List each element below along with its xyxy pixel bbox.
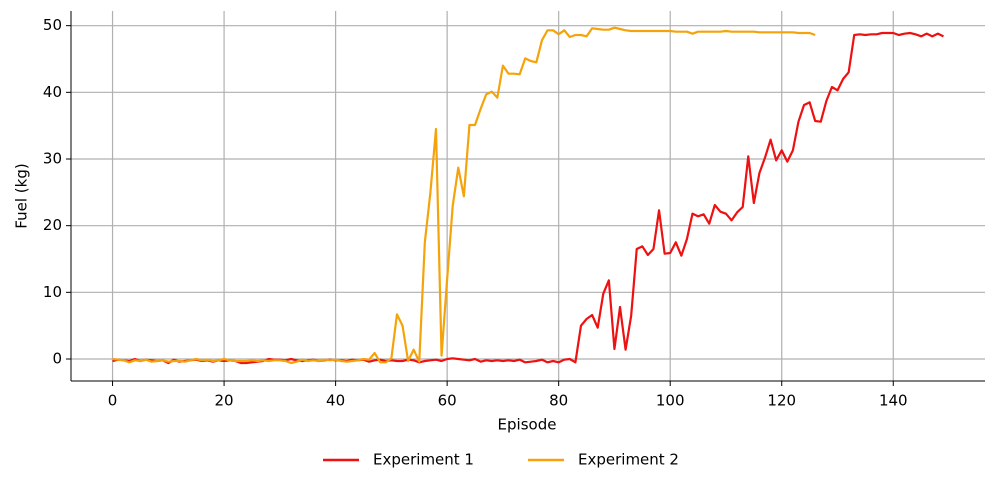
y-tick-label: 40 xyxy=(43,83,62,101)
y-tick-label: 10 xyxy=(43,283,62,301)
data-line xyxy=(112,31,944,365)
y-tick-label: 30 xyxy=(43,150,62,168)
x-tick-label: 140 xyxy=(879,392,908,410)
x-tick-label: 0 xyxy=(108,392,118,410)
legend-label: Experiment 1 xyxy=(373,451,474,469)
legend-label: Experiment 2 xyxy=(578,451,679,469)
y-tick-label: 0 xyxy=(52,350,62,368)
x-tick-label: 120 xyxy=(767,392,796,410)
x-tick-label: 60 xyxy=(438,392,457,410)
x-tick-label: 100 xyxy=(656,392,685,410)
x-tick-label: 20 xyxy=(215,392,234,410)
y-tick-label: 20 xyxy=(43,216,62,234)
data-line xyxy=(112,26,816,365)
y-tick-label: 50 xyxy=(43,16,62,34)
y-axis-label: Fuel (kg) xyxy=(13,163,31,228)
x-axis-label: Episode xyxy=(498,416,557,434)
x-tick-label: 40 xyxy=(326,392,345,410)
x-tick-label: 80 xyxy=(549,392,568,410)
